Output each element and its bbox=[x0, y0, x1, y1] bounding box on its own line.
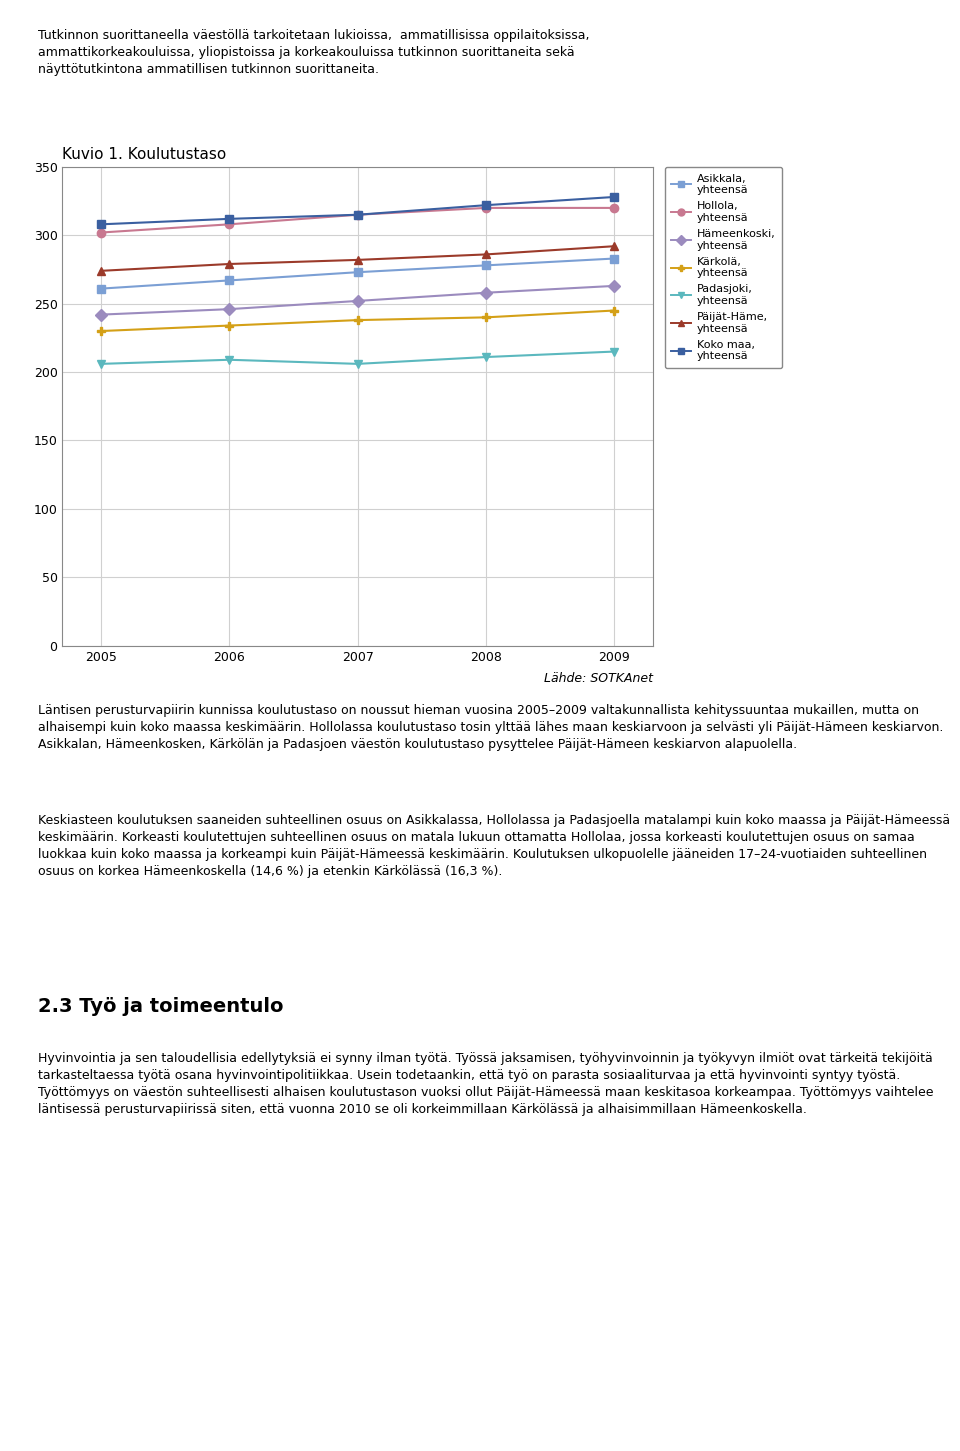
Text: Keskiasteen koulutuksen saaneiden suhteellinen osuus on Asikkalassa, Hollolassa : Keskiasteen koulutuksen saaneiden suhtee… bbox=[38, 814, 950, 878]
Text: Tutkinnon suorittaneella väestöllä tarkoitetaan lukioissa,  ammatillisissa oppil: Tutkinnon suorittaneella väestöllä tarko… bbox=[38, 29, 589, 75]
Text: Kuvio 1. Koulutustaso: Kuvio 1. Koulutustaso bbox=[62, 147, 227, 161]
Text: Lähde: SOTKAnet: Lähde: SOTKAnet bbox=[543, 672, 653, 685]
Text: 2.3 Työ ja toimeentulo: 2.3 Työ ja toimeentulo bbox=[38, 997, 284, 1016]
Text: Hyvinvointia ja sen taloudellisia edellytyksiä ei synny ilman työtä. Työssä jaks: Hyvinvointia ja sen taloudellisia edelly… bbox=[38, 1052, 934, 1116]
Legend: Asikkala,
yhteensä, Hollola,
yhteensä, Hämeenkoski,
yhteensä, Kärkolä,
yhteensä,: Asikkala, yhteensä, Hollola, yhteensä, H… bbox=[664, 167, 782, 369]
Text: Läntisen perusturvapiirin kunnissa koulutustaso on noussut hieman vuosina 2005–2: Läntisen perusturvapiirin kunnissa koulu… bbox=[38, 704, 944, 750]
